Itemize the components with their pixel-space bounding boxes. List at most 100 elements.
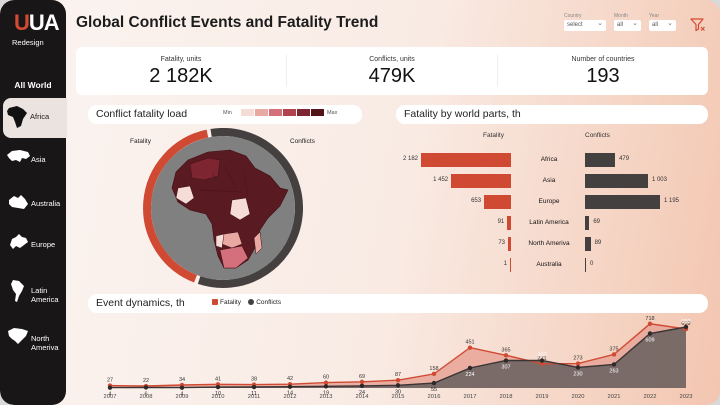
fatality-point	[431, 371, 437, 377]
country-select[interactable]: select	[564, 19, 606, 31]
conflicts-point	[107, 385, 113, 390]
fatality-point	[323, 380, 329, 385]
fatality-data-label: 451	[465, 340, 474, 346]
country-filter-label: Country	[564, 13, 582, 19]
sidebar-item-label: Africa	[30, 112, 50, 121]
x-tick-label: 2007	[104, 394, 117, 400]
x-tick-label: 2023	[680, 394, 693, 400]
kpi-divider	[286, 55, 287, 87]
fatality-data-label: 42	[287, 376, 293, 382]
australia-icon	[9, 195, 28, 209]
conflicts-point	[287, 384, 293, 389]
africa-map[interactable]	[171, 149, 289, 269]
x-tick-label: 2013	[320, 394, 333, 400]
fatality-data-label: 41	[215, 376, 221, 382]
sidebar-item-asia[interactable]: Asia	[4, 141, 62, 181]
conflicts-bar	[585, 216, 590, 230]
x-tick-label: 2022	[644, 394, 657, 400]
fatality-data-label: 27	[107, 378, 113, 384]
fatality-data-label: 38	[251, 377, 257, 383]
month-select[interactable]: all	[614, 19, 641, 31]
fatality-value: 91	[497, 219, 505, 225]
bar-row[interactable]: 1 Australia 0	[395, 257, 713, 273]
scale-min-label: Min	[223, 109, 232, 116]
fatality-point	[467, 345, 473, 350]
fatality-point	[611, 352, 617, 357]
conflicts-point	[647, 331, 653, 336]
conflicts-bar	[585, 153, 616, 167]
logo-subtitle: Redesign	[12, 38, 44, 47]
x-tick-label: 2015	[392, 394, 405, 400]
bar-row[interactable]: 653 Europe 1 195	[395, 194, 713, 210]
sidebar-item-europe[interactable]: Europe	[4, 226, 62, 266]
event-dynamics-chart: 2722344138426069871584513652712733757186…	[104, 316, 693, 400]
x-tick-label: 2009	[176, 394, 189, 400]
world-parts-bar-chart: Fatality Conflicts 2 182 Africa 479 1 452 As…	[395, 128, 713, 278]
conflicts-point	[179, 385, 185, 390]
conflicts-data-label: 24	[359, 390, 365, 396]
conflicts-data-label: 263	[609, 368, 618, 374]
fatality-data-label: 34	[179, 377, 185, 383]
fatality-data-label: 659	[681, 321, 690, 327]
bars-panel-title-text: Fatality by world parts, th	[404, 108, 521, 120]
conflicts-data-label: 230	[573, 371, 582, 377]
conflicts-point	[431, 380, 437, 386]
sidebar-item-africa[interactable]: Africa	[3, 98, 67, 138]
map-panel-title-text: Conflict fatality load	[96, 108, 188, 120]
conflicts-data-label: 4	[180, 392, 183, 398]
world-part-label: Asia	[542, 177, 556, 184]
scale-swatch	[241, 109, 255, 116]
fatality-value: 1 452	[433, 177, 449, 183]
conflicts-value: 1 003	[651, 177, 667, 183]
conflicts-data-label: 609	[645, 338, 654, 344]
bar-row[interactable]: 1 452 Asia 1 003	[395, 173, 713, 189]
x-tick-label: 2018	[500, 394, 513, 400]
x-tick-label: 2017	[464, 394, 477, 400]
kpi-conflicts: Conflicts, units 479K	[287, 47, 497, 95]
fatality-data-label: 375	[609, 346, 618, 352]
fatality-point	[539, 361, 545, 366]
conflicts-value: 69	[593, 219, 601, 225]
fatality-value: 73	[498, 240, 505, 246]
bar-row[interactable]: 91 Latin America 69	[395, 215, 713, 231]
kpi-value: 479K	[368, 65, 416, 87]
sidebar-item-latin-america[interactable]: Latin America	[4, 272, 62, 312]
sidebar-item-all-world[interactable]: All World	[14, 80, 52, 90]
bar-row[interactable]: 73 North Ameriva 89	[395, 236, 713, 252]
world-part-label: Africa	[540, 156, 558, 163]
fatality-scale-legend: Min Max	[223, 109, 337, 116]
world-part-label: Europe	[538, 198, 560, 205]
asia-icon	[7, 150, 30, 162]
fatality-data-label: 273	[573, 356, 582, 362]
conflicts-data-label: 10	[215, 391, 221, 397]
event-legend: Fatality Conflicts	[212, 299, 281, 306]
year-select[interactable]: all	[649, 19, 676, 31]
country-filter: Country select	[564, 13, 606, 31]
legend-fatality-swatch	[212, 299, 218, 306]
x-tick-label: 2014	[356, 394, 370, 400]
fatality-point	[647, 321, 653, 326]
conflicts-data-label: 224	[465, 372, 474, 378]
africa-map-ring: Fatality Conflicts	[120, 128, 320, 288]
conflicts-point	[323, 384, 329, 389]
x-tick-label: 2012	[284, 394, 297, 400]
world-part-label: Latin America	[529, 219, 569, 226]
world-part-label: Australia	[536, 261, 562, 268]
scale-swatch	[269, 109, 283, 116]
conflicts-point	[215, 384, 221, 390]
fatality-bar	[507, 237, 511, 251]
bar-row[interactable]: 2 182 Africa 479	[395, 152, 713, 168]
logo: UUA Redesign	[8, 10, 60, 50]
bars-panel-title: Fatality by world parts, th	[396, 105, 708, 124]
conflicts-bar	[585, 237, 591, 251]
sidebar-item-north-america[interactable]: North Ameriva	[4, 320, 62, 360]
event-panel-title-text: Event dynamics, th	[96, 297, 185, 309]
sidebar-item-australia[interactable]: Australia	[4, 185, 62, 225]
legend-fatality-label: Fatality	[220, 299, 241, 306]
fatality-point	[359, 379, 365, 385]
scale-swatch	[283, 109, 297, 116]
x-tick-label: 2008	[140, 394, 153, 400]
year-filter-label: Year	[649, 13, 660, 19]
sidebar-item-label: Australia	[31, 199, 61, 208]
filter-icon[interactable]	[690, 18, 706, 37]
